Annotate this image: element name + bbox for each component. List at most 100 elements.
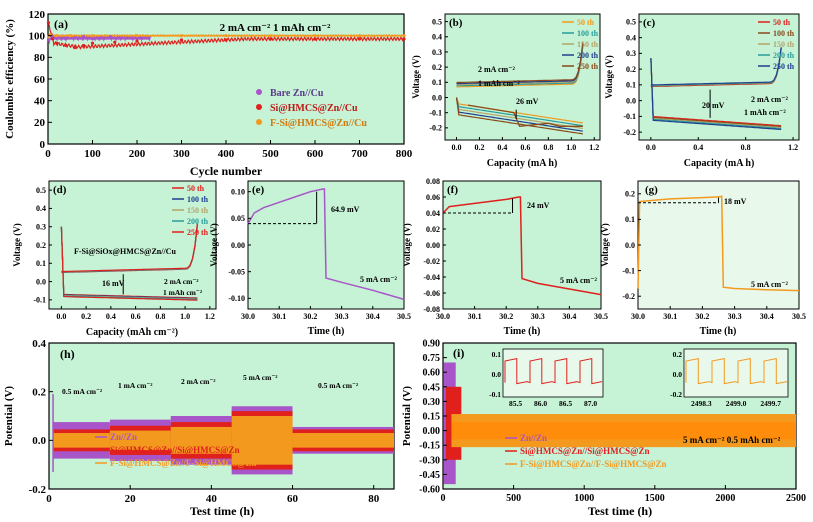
panel-h-ylabel: Potential (V) xyxy=(3,386,15,447)
x-tick-label: 0 xyxy=(46,493,52,505)
x-tick-label: 0 xyxy=(441,493,446,504)
data-point xyxy=(108,35,112,39)
x-tick-label: 30.3 xyxy=(728,312,742,321)
data-point xyxy=(73,45,77,50)
panel-h-annot-rate-4: 5 mA cm⁻² xyxy=(243,373,278,382)
y-tick-label: 0.2 xyxy=(625,190,635,199)
panel-d-xlabel: Capacity (mAh cm⁻²) xyxy=(86,327,178,338)
panel-d-annot-overpotential: 16 mV xyxy=(102,279,125,288)
legend-label: 200 th xyxy=(577,51,599,60)
panel-d-annot-electrode: F-Si@SiOx@HMCS@Zn//Cu xyxy=(74,247,176,256)
panel-d-annot-current: 2 mA cm⁻² xyxy=(164,277,199,286)
y-tick-label: -0.04 xyxy=(423,273,440,282)
legend-label: Zn//Zn xyxy=(520,433,547,443)
plating-curve xyxy=(455,97,583,135)
panel-d-ylabel: Voltage (V) xyxy=(12,223,22,266)
panel-e-xlabel: Time (h) xyxy=(308,326,345,337)
plating-curve xyxy=(455,97,583,132)
panel-b: (b) 2 mA cm⁻² 1 mAh cm⁻² 26 mV 50 th 100 … xyxy=(411,13,601,169)
data-point xyxy=(55,41,59,45)
legend-label: 200 th xyxy=(187,217,209,226)
plating-curve xyxy=(60,226,198,301)
legend-label: F-Si@HMCS@Zn//F-Si@HMCS@Zn xyxy=(110,458,257,468)
y-tick-label: 0.04 xyxy=(426,209,440,218)
panel-b-label: (b) xyxy=(449,17,463,29)
x-tick-label: 600 xyxy=(307,148,324,160)
y-tick-label: 0.4 xyxy=(32,338,46,350)
inset-y-tick-label: 0.0 xyxy=(492,370,502,379)
panel-a-axes: 0 100 200 300 400 500 600 700 800 0 20 40 60 80 100 120 xyxy=(29,9,413,160)
x-tick-label: 400 xyxy=(218,148,235,160)
plating-curve xyxy=(650,58,782,128)
legend-label-fsi: F-Si@HMCS@Zn//Cu xyxy=(270,118,367,129)
trace-fsi-core xyxy=(451,421,796,440)
panel-c-axes: 0.0 0.4 0.8 1.2 -0.2 -0.1 0.0 0.1 0.2 0.3 0.4 0.5 xyxy=(623,18,798,152)
legend-label: 100 th xyxy=(187,195,209,204)
y-tick-label: 0.75 xyxy=(423,353,441,364)
panel-f-axes: 30.0 30.1 30.2 30.3 30.4 30.5 -0.08 -0.06 -0.04 -… xyxy=(423,177,608,321)
data-point xyxy=(46,21,51,25)
panel-d-legend: 50 th 100 th 150 th 200 th 250 th xyxy=(172,184,209,237)
y-tick-label: 0.0 xyxy=(625,241,635,250)
x-tick-label: 30.0 xyxy=(436,312,450,321)
y-tick-label: 0.00 xyxy=(423,426,441,437)
inset-y-tick-label: 0.1 xyxy=(492,350,502,359)
y-tick-label: 0.5 xyxy=(432,17,442,26)
legend-label-si: Si@HMCS@Zn//Cu xyxy=(270,103,358,114)
y-tick-label: 0.05 xyxy=(231,214,245,223)
panel-b-annot-overpotential: 26 mV xyxy=(516,97,539,106)
panel-a: (a) 2 mA cm⁻² 1 mAh cm⁻² Bare Zn//Cu Si@… xyxy=(4,9,413,178)
y-tick-label: 0.08 xyxy=(426,177,440,186)
panel-i-inset-early: 85.5 86.0 86.5 87.0 0.1 0.0 -0.1 xyxy=(489,348,604,408)
panel-c-annot-current: 2 mA cm⁻² xyxy=(751,95,788,104)
panel-a-label: (a) xyxy=(54,17,68,31)
panel-b-legend: 50 th 100 th 150 th 200 th 250 th xyxy=(562,18,599,71)
plating-curve xyxy=(650,58,782,127)
x-tick-label: 1.0 xyxy=(180,312,190,321)
voltage-curve xyxy=(637,195,800,292)
y-tick-label: 40 xyxy=(34,96,46,108)
y-tick-label: 0.3 xyxy=(626,49,636,58)
y-tick-label: 0.30 xyxy=(423,397,441,408)
x-tick-label: 500 xyxy=(506,493,521,504)
panel-c: (c) 20 mV 2 mA cm⁻² 1 mAh cm⁻² 50 th 100 … xyxy=(604,13,800,169)
data-point xyxy=(313,34,317,38)
x-tick-label: 60 xyxy=(287,493,299,505)
legend-label: 250 th xyxy=(577,62,599,71)
x-tick-label: 30.0 xyxy=(631,312,645,321)
panel-h-label: (h) xyxy=(60,347,75,361)
panel-g-axes: 30.0 30.1 30.2 30.3 30.4 30.5 -0.2 -0.1 0.0 0.1 0.… xyxy=(622,190,806,321)
x-tick-label: 30.1 xyxy=(272,312,286,321)
inset-y-tick-label: -0.2 xyxy=(670,390,682,399)
panel-h-annot-rate-1: 0.5 mA cm⁻² xyxy=(62,387,103,396)
stripping-curve xyxy=(650,47,782,86)
x-tick-label: 1500 xyxy=(645,493,665,504)
panel-f-annot-overpotential: 24 mV xyxy=(527,201,550,210)
data-point xyxy=(73,36,77,40)
panel-h-axes: 0 20 40 60 80 -0.2 0.0 0.2 0.4 xyxy=(29,338,380,505)
data-point xyxy=(50,37,55,41)
panel-a-series xyxy=(46,21,406,50)
y-tick-label: 0.60 xyxy=(423,368,441,379)
y-tick-label: 0.4 xyxy=(626,33,636,42)
panel-c-annot-overpotential: 20 mV xyxy=(702,101,725,110)
y-tick-label: -0.02 xyxy=(423,257,440,266)
y-tick-label: -0.06 xyxy=(423,289,440,298)
panel-b-ylabel: Voltage (V) xyxy=(411,55,421,98)
panel-h: (h) 0.5 mA cm⁻² 1 mA cm⁻² 2 mA cm⁻² 5 mA… xyxy=(3,338,395,518)
y-tick-label: -0.10 xyxy=(228,294,245,303)
y-tick-label: 0.15 xyxy=(423,412,441,423)
panel-h-annot-rate-3: 2 mA cm⁻² xyxy=(181,377,216,386)
x-tick-label: 30.3 xyxy=(335,312,349,321)
y-tick-label: 0.2 xyxy=(32,387,46,399)
y-tick-label: 0.10 xyxy=(231,187,245,196)
y-tick-label: 0.1 xyxy=(36,259,46,268)
x-tick-label: 30.2 xyxy=(695,312,709,321)
panel-g-curve xyxy=(637,195,800,292)
legend-label: 150 th xyxy=(187,206,209,215)
data-point xyxy=(402,37,406,41)
legend-label: 50 th xyxy=(187,184,205,193)
y-tick-label: -0.45 xyxy=(419,470,440,481)
inset-x-tick-label: 85.5 xyxy=(509,399,522,408)
